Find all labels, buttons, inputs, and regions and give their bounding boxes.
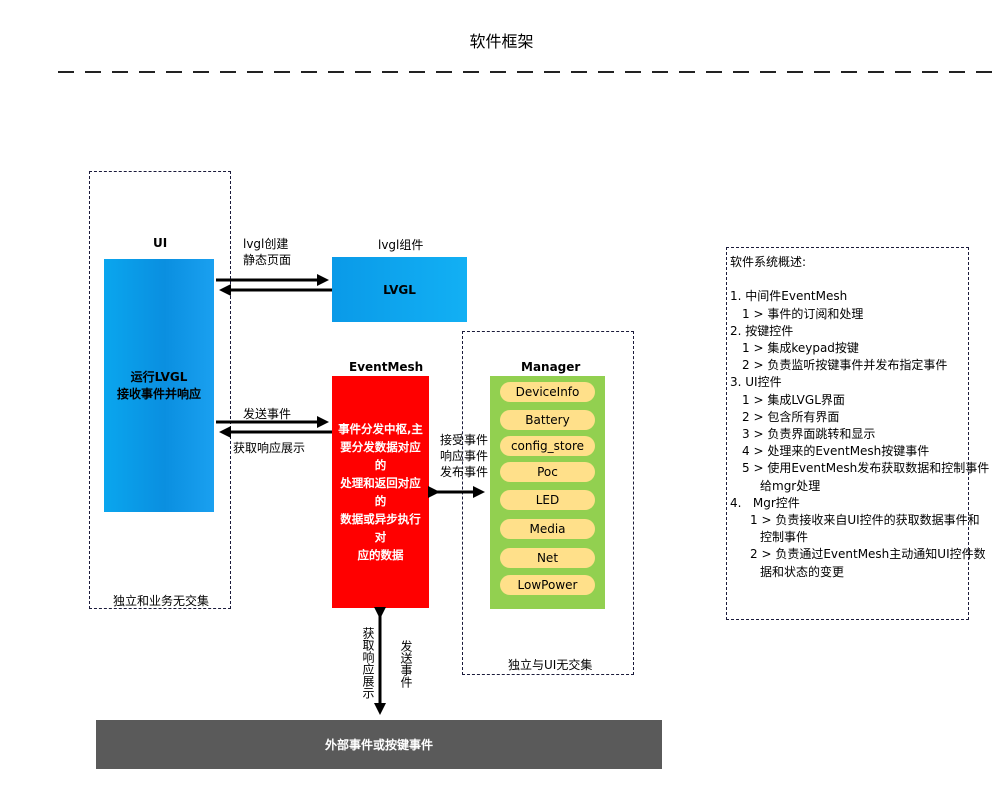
manager-arrow-label: 接受事件 响应事件 发布事件 [440,433,489,479]
manager-panel: DeviceInfo Battery config_store Poc LED … [490,376,605,609]
manager-item: DeviceInfo [500,382,595,402]
overview-line: 软件系统概述: [730,255,807,269]
manager-item: Net [500,548,595,568]
manager-item: LED [500,490,595,510]
manager-item: Poc [500,462,595,482]
overview-line: 给mgr处理 [760,478,821,493]
external-events-text: 外部事件或按键事件 [324,738,433,752]
manager-item: Battery [500,410,595,430]
overview-line: 控制事件 [760,530,809,545]
send-event-label: 发送事件 [243,407,292,421]
overview-line: 2 > 负责通过EventMesh主动通知UI控件数 [750,547,986,562]
overview-line: 据和状态的变更 [760,564,845,579]
manager-heading: Manager [521,360,581,374]
ui-group-box [89,171,231,609]
overview-line: 5 > 使用EventMesh发布获取数据和控制事件 [742,461,990,476]
lvgl-arrow-label: lvgl创建 静态页面 [243,237,292,267]
manager-item: Media [500,519,595,539]
eventmesh-block: 事件分发中枢,主 要分发数据对应的 处理和返回对应的 数据或异步执行对 应的数据 [332,376,429,608]
overview-line [730,271,989,288]
overview-line: 2 > 包含所有界面 [742,409,840,424]
eventmesh-heading: EventMesh [349,360,424,374]
overview-line: 1 > 事件的订阅和处理 [742,306,864,321]
get-response-label: 获取响应展示 [233,441,306,455]
overview-line: 1. 中间件EventMesh [730,289,848,304]
overview-line: 3 > 负责界面跳转和显示 [742,427,876,442]
overview-line: 1 > 集成LVGL界面 [742,392,845,407]
manager-item: config_store [500,436,595,456]
manager-group-box [462,331,634,675]
page-title: 软件框架 [469,32,534,51]
overview-box [726,247,969,620]
overview-line: 1 > 负责接收来自UI控件的获取数据事件和 [750,513,980,528]
lvgl-block-text: LVGL [383,282,416,297]
ui-group-footer: 独立和业务无交集 [113,594,210,608]
external-events-block: 外部事件或按键事件 [96,720,662,769]
overview-text: 软件系统概述: 1. 中间件EventMesh 1 > 事件的订阅和处理 2. … [730,254,989,581]
eventmesh-block-text: 事件分发中枢,主 要分发数据对应的 处理和返回对应的 数据或异步执行对 应的数据 [338,422,423,562]
overview-line: 2 > 负责监听按键事件并发布指定事件 [742,358,948,373]
lvgl-heading: lvgl组件 [378,238,424,252]
ui-heading: UI [153,236,168,250]
external-send-event-label: 发送事件 [399,640,413,688]
overview-line: 4 > 处理来的EventMesh按键事件 [742,444,930,459]
ui-block-text: 运行LVGL 接收事件并响应 [116,369,201,401]
ui-block: 运行LVGL 接收事件并响应 [104,259,214,512]
lvgl-block: LVGL [332,257,467,322]
external-get-response-label: 获取响应展示 [361,627,375,699]
manager-item: LowPower [500,575,595,595]
overview-line: 4. Mgr控件 [730,495,800,510]
overview-line: 2. 按键控件 [730,323,794,338]
overview-line: 1 > 集成keypad按键 [742,341,859,356]
manager-group-footer: 独立与UI无交集 [508,658,593,672]
overview-line: 3. UI控件 [730,375,782,390]
